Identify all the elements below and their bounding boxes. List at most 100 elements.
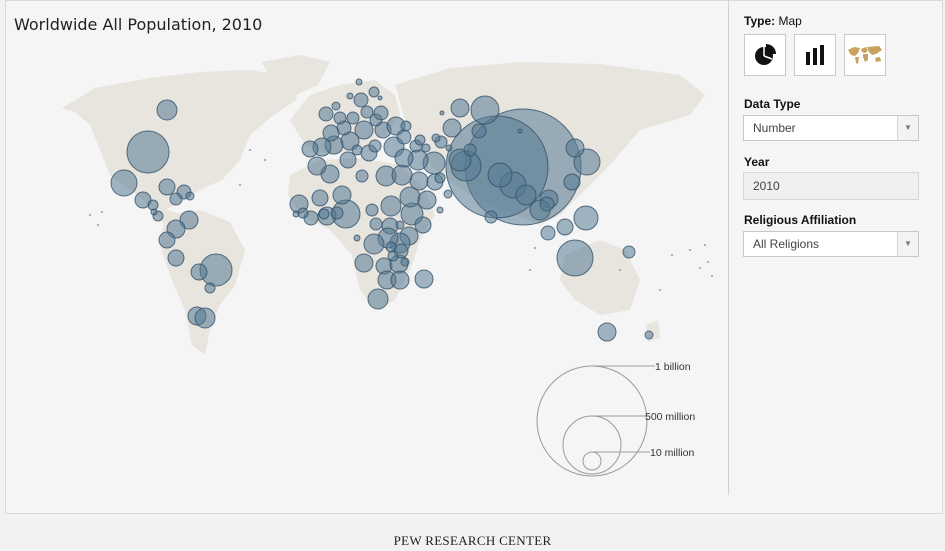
- population-bubble[interactable]: [167, 249, 185, 267]
- population-bubble[interactable]: [417, 190, 437, 210]
- population-bubble[interactable]: [126, 130, 170, 174]
- population-bubble[interactable]: [360, 105, 374, 119]
- data-type-label: Data Type: [744, 97, 801, 111]
- population-bubble[interactable]: [318, 208, 330, 220]
- population-bubble[interactable]: [443, 189, 453, 199]
- population-bubble[interactable]: [414, 134, 426, 146]
- population-bubble[interactable]: [539, 196, 555, 212]
- population-bubble[interactable]: [365, 203, 379, 217]
- population-bubble[interactable]: [396, 129, 412, 145]
- population-bubble[interactable]: [400, 257, 410, 267]
- population-bubble[interactable]: [351, 144, 363, 156]
- population-bubble[interactable]: [156, 99, 178, 121]
- population-bubble[interactable]: [158, 231, 176, 249]
- religious-affiliation-select[interactable]: All Religions ▼: [743, 231, 919, 257]
- population-bubble[interactable]: [517, 128, 523, 134]
- population-bubble[interactable]: [377, 95, 383, 101]
- population-bubble[interactable]: [644, 330, 654, 340]
- population-bubble[interactable]: [471, 123, 487, 139]
- population-bubble[interactable]: [436, 206, 444, 214]
- population-bubble[interactable]: [414, 216, 432, 234]
- population-bubble[interactable]: [556, 218, 574, 236]
- population-bubble[interactable]: [573, 205, 599, 231]
- population-bubble[interactable]: [331, 101, 341, 111]
- population-bubble[interactable]: [400, 120, 412, 132]
- population-bubble[interactable]: [470, 95, 500, 125]
- population-bubble[interactable]: [307, 156, 327, 176]
- population-bubble[interactable]: [354, 120, 374, 140]
- population-bubble[interactable]: [110, 169, 138, 197]
- population-bubble[interactable]: [414, 269, 434, 289]
- population-bubble[interactable]: [185, 191, 195, 201]
- population-bubble[interactable]: [450, 98, 470, 118]
- population-bubble[interactable]: [442, 118, 462, 138]
- population-bubble[interactable]: [346, 111, 360, 125]
- island-dot: [97, 224, 99, 226]
- population-bubble[interactable]: [355, 169, 369, 183]
- population-bubble[interactable]: [439, 110, 445, 116]
- island-dot: [239, 184, 241, 186]
- population-bubble[interactable]: [333, 111, 347, 125]
- population-bubble[interactable]: [368, 139, 382, 153]
- population-bubble[interactable]: [169, 192, 183, 206]
- island-dot: [89, 214, 91, 216]
- bar-chart-button[interactable]: [794, 34, 836, 76]
- population-bubble[interactable]: [597, 322, 617, 342]
- population-bubble[interactable]: [515, 184, 537, 206]
- population-bubble[interactable]: [622, 245, 636, 259]
- population-bubble[interactable]: [353, 92, 369, 108]
- population-bubble[interactable]: [431, 133, 441, 143]
- population-bubble[interactable]: [301, 140, 319, 158]
- population-bubble[interactable]: [297, 207, 309, 219]
- population-bubble[interactable]: [311, 189, 329, 207]
- population-bubble[interactable]: [463, 143, 477, 157]
- panel-divider: [728, 0, 729, 495]
- population-bubble[interactable]: [354, 253, 374, 273]
- population-bubble[interactable]: [369, 217, 383, 231]
- year-field[interactable]: 2010: [743, 172, 919, 200]
- population-bubble[interactable]: [395, 220, 405, 230]
- population-bubble[interactable]: [399, 186, 421, 208]
- population-bubble[interactable]: [363, 233, 385, 255]
- population-bubble[interactable]: [391, 164, 413, 186]
- population-bubble[interactable]: [390, 270, 410, 290]
- population-bubble[interactable]: [292, 210, 300, 218]
- population-bubble[interactable]: [355, 78, 363, 86]
- year-value: 2010: [753, 179, 780, 193]
- population-bubble[interactable]: [330, 206, 344, 220]
- population-bubble[interactable]: [540, 225, 556, 241]
- population-bubble[interactable]: [394, 148, 414, 168]
- population-bubble[interactable]: [194, 307, 216, 329]
- population-bubble[interactable]: [373, 105, 389, 121]
- religious-affiliation-value: All Religions: [753, 237, 820, 251]
- population-bubble[interactable]: [339, 151, 357, 169]
- pie-chart-button[interactable]: [744, 34, 786, 76]
- population-bubble[interactable]: [380, 195, 402, 217]
- population-bubble[interactable]: [204, 282, 216, 294]
- data-type-select[interactable]: Number ▼: [743, 115, 919, 141]
- population-bubble[interactable]: [434, 172, 446, 184]
- population-bubble[interactable]: [487, 162, 513, 188]
- population-bubble[interactable]: [332, 185, 352, 205]
- population-bubble[interactable]: [179, 210, 199, 230]
- population-bubble[interactable]: [445, 144, 453, 152]
- population-bubble[interactable]: [421, 143, 431, 153]
- population-bubble[interactable]: [322, 124, 340, 142]
- population-bubble[interactable]: [563, 173, 581, 191]
- population-bubble[interactable]: [565, 138, 585, 158]
- population-bubble[interactable]: [385, 241, 397, 253]
- south-america-land: [160, 210, 245, 355]
- population-bubble[interactable]: [318, 106, 334, 122]
- population-bubble[interactable]: [147, 199, 159, 211]
- population-bubble[interactable]: [346, 92, 354, 100]
- population-bubble[interactable]: [368, 86, 380, 98]
- population-bubble[interactable]: [387, 250, 399, 262]
- population-bubble[interactable]: [556, 239, 594, 277]
- population-bubble[interactable]: [484, 210, 498, 224]
- population-bubble[interactable]: [190, 263, 208, 281]
- map-button[interactable]: [844, 34, 886, 76]
- population-bubble[interactable]: [367, 288, 389, 310]
- island-dot: [529, 269, 531, 271]
- population-bubble[interactable]: [158, 178, 176, 196]
- population-bubble[interactable]: [353, 234, 361, 242]
